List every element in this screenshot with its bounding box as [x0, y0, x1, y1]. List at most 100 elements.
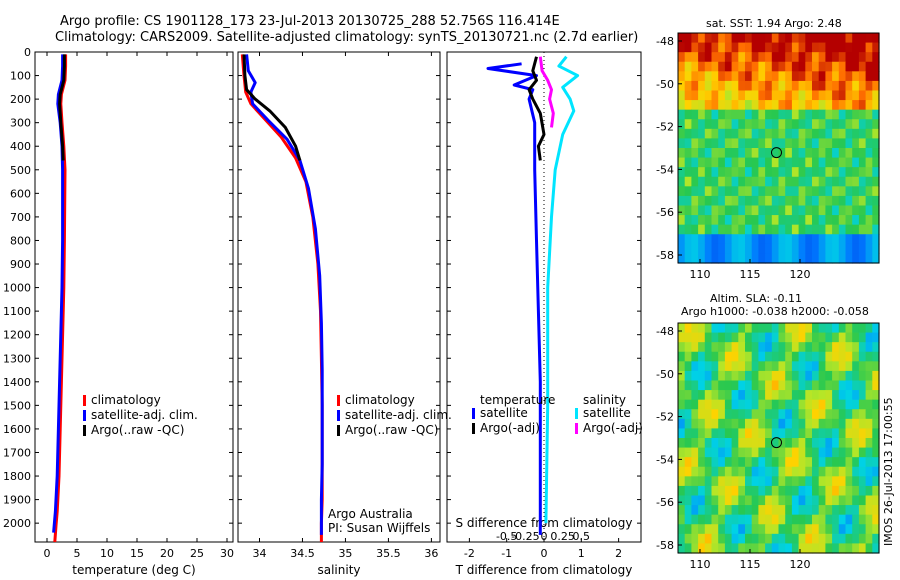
map-cell: [845, 42, 853, 53]
map-cell: [778, 447, 786, 458]
map-cell: [711, 100, 719, 111]
map-cell: [738, 438, 746, 449]
map-cell: [718, 380, 726, 391]
map-cell: [691, 323, 699, 334]
map-cell: [698, 234, 706, 245]
map-cell: [785, 157, 793, 168]
x-tick-label-difference: 1: [578, 547, 585, 560]
legend-label-salinity: Argo(..raw -QC): [345, 423, 438, 437]
map-cell: [711, 195, 719, 207]
map-cell: [771, 361, 780, 372]
map-cell: [798, 195, 806, 207]
map-cell: [691, 390, 699, 401]
map-cell: [825, 71, 833, 82]
series-line-satellite-adj-clim-: [245, 54, 324, 535]
map-cell: [858, 380, 867, 391]
map-cell: [738, 90, 746, 101]
map-cell: [691, 351, 699, 362]
map-cell: [818, 485, 826, 497]
map-cell: [838, 438, 847, 449]
map-cell: [745, 148, 753, 159]
map-cell: [711, 80, 719, 92]
map-cell: [765, 243, 773, 255]
map-cell: [698, 323, 706, 334]
map-cell: [711, 476, 719, 487]
map-cell: [832, 195, 840, 207]
map-cell: [738, 514, 746, 525]
map-cell: [778, 533, 786, 545]
map-cell: [765, 380, 773, 391]
map-cell: [698, 224, 706, 235]
x-axis-label-salinity-diff: S difference from climatology: [456, 516, 633, 530]
map-cell: [832, 361, 840, 372]
map-cell: [865, 224, 873, 235]
map-cell: [711, 33, 719, 44]
map-cell: [852, 80, 860, 92]
map-cell: [684, 243, 692, 255]
map-cell: [872, 438, 880, 449]
map-cell: [778, 215, 786, 226]
map-cell: [845, 380, 853, 391]
map-cell: [758, 495, 766, 506]
map-cell: [791, 90, 800, 101]
map-cell: [825, 514, 833, 525]
map-cell: [771, 138, 780, 149]
map-cell: [872, 476, 880, 487]
map-cell: [832, 167, 840, 178]
map-cell: [805, 409, 813, 420]
map-cell: [812, 351, 820, 362]
map-cell: [698, 342, 706, 353]
map-cell: [805, 100, 813, 111]
map-cell: [718, 157, 726, 168]
map-cell: [724, 495, 733, 506]
map-cell: [765, 157, 773, 168]
sla-map-title-2: Argo h1000: -0.038 h2000: -0.058: [681, 305, 869, 318]
map-cell: [838, 52, 847, 63]
series-line-salinity-satellite: [544, 55, 580, 524]
map-cell: [711, 466, 719, 477]
map-cell: [832, 543, 840, 554]
map-cell: [838, 495, 847, 506]
map-cell: [812, 438, 820, 449]
map-cell: [865, 128, 873, 140]
map-cell: [724, 138, 733, 149]
map-cell: [765, 399, 773, 410]
map-cell: [778, 476, 786, 487]
map-cell: [778, 323, 786, 334]
map-cell: [731, 418, 739, 430]
map-cell: [832, 61, 840, 72]
map-cell: [704, 466, 713, 477]
map-cell: [825, 90, 833, 101]
map-cell: [858, 119, 867, 130]
map-cell: [818, 80, 826, 92]
map-cell: [832, 243, 840, 255]
map-cell: [798, 514, 806, 525]
map-cell: [825, 205, 833, 216]
map-cell: [798, 224, 806, 235]
map-cell: [698, 533, 706, 545]
map-cell: [678, 485, 686, 497]
map-cell: [751, 128, 759, 140]
y-tick-label: 1700: [3, 446, 31, 459]
legend-swatch-diff-temperature: [472, 423, 475, 434]
map-cell: [691, 61, 699, 72]
map-cell: [745, 418, 753, 430]
map-cell: [684, 128, 692, 140]
map-cell: [798, 342, 806, 353]
map-cell: [738, 447, 746, 458]
map-cell: [704, 61, 713, 72]
map-cell: [758, 109, 766, 120]
map-cell: [704, 33, 713, 44]
map-cell: [698, 80, 706, 92]
map-cell: [872, 33, 880, 44]
map-cell: [718, 351, 726, 362]
map-cell: [731, 524, 739, 535]
map-cell: [704, 485, 713, 497]
map-cell: [678, 399, 686, 410]
map-cell: [711, 361, 719, 372]
map-cell: [711, 428, 719, 439]
map-cell: [711, 514, 719, 525]
map-cell: [838, 61, 847, 72]
map-cell: [805, 52, 813, 63]
map-cell: [684, 485, 692, 497]
